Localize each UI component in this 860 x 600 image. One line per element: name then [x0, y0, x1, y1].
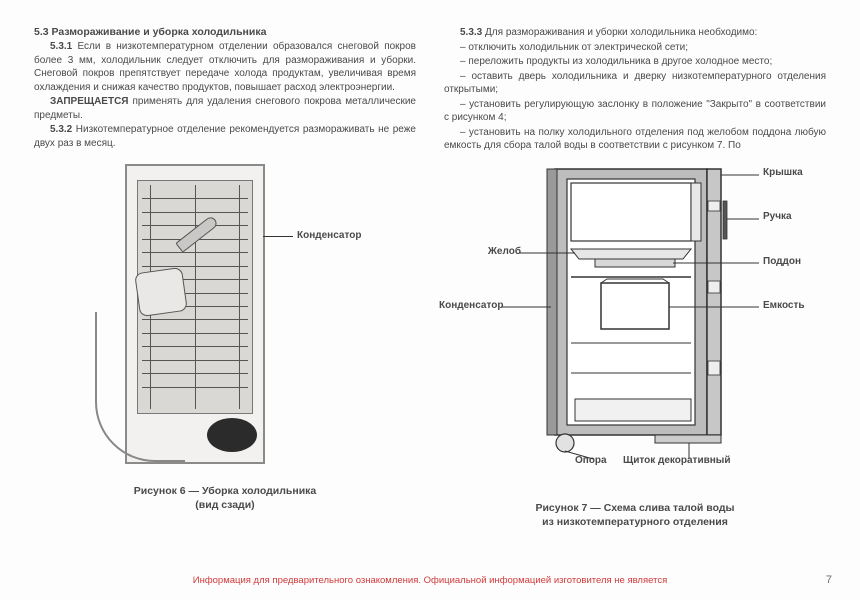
compressor-icon [207, 418, 257, 452]
fig7-label-support: Опора [575, 455, 607, 466]
footer-disclaimer: Информация для предварительного ознакомл… [0, 575, 860, 586]
figure-6: Конденсатор Рисунок 6 — Уборка холодильн… [34, 164, 416, 512]
para-forbidden: ЗАПРЕЩАЕТСЯ применять для удаления снего… [34, 95, 416, 122]
fig7-label-lid: Крышка [763, 167, 803, 178]
para-5-3-3: 5.3.3 Для размораживания и уборки холоди… [444, 26, 826, 40]
para-text: Если в низкотемпературном отделении обра… [34, 41, 416, 93]
fig7-label-shield: Щиток декоративный [623, 455, 730, 466]
para-prefix: ЗАПРЕЩАЕТСЯ [50, 96, 128, 107]
bullet-4: – установить регулирующую заслонку в пол… [444, 98, 826, 125]
figure-7-image: Крышка Ручка Поддон Емкость Желоб Конден… [445, 161, 825, 491]
bullet-2: – переложить продукты из холодильника в … [444, 55, 826, 69]
para-prefix: 5.3.2 [50, 124, 72, 135]
vacuum-body-icon [134, 267, 188, 317]
fig7-label-gutter: Желоб [481, 246, 521, 257]
para-prefix: 5.3.3 [460, 27, 482, 38]
para-5-3-1: 5.3.1 Если в низкотемпературном отделени… [34, 40, 416, 94]
fig7-label-tank: Емкость [763, 300, 805, 311]
fig7-label-tray: Поддон [763, 256, 801, 267]
figure-7-caption: Рисунок 7 — Схема слива талой воды из ни… [535, 501, 734, 529]
right-column: 5.3.3 Для размораживания и уборки холоди… [444, 26, 826, 529]
fig7-label-handle: Ручка [763, 211, 792, 222]
figure-6-caption: Рисунок 6 — Уборка холодильника (вид сза… [134, 484, 317, 512]
caption-line: Рисунок 6 — Уборка холодильника [134, 484, 317, 498]
bullet-5: – установить на полку холодильного отдел… [444, 126, 826, 153]
caption-line: (вид сзади) [134, 498, 317, 512]
page-number: 7 [826, 574, 832, 586]
left-column: 5.3 Размораживание и уборка холодильника… [34, 26, 416, 529]
figure-6-image: Конденсатор [85, 164, 365, 474]
caption-line: Рисунок 7 — Схема слива талой воды [535, 501, 734, 515]
para-text: Для размораживания и уборки холодильника… [482, 27, 757, 38]
para-text: Низкотемпературное отделение рекомендует… [34, 124, 416, 149]
bullet-3: – оставить дверь холодильника и дверку н… [444, 70, 826, 97]
bullet-1: – отключить холодильник от электрической… [444, 41, 826, 55]
para-prefix: 5.3.1 [50, 41, 72, 52]
para-5-3-2: 5.3.2 Низкотемпературное отделение реком… [34, 123, 416, 150]
fig6-label-condenser: Конденсатор [297, 230, 361, 241]
vacuum-hose-icon [95, 312, 185, 462]
section-heading: 5.3 Размораживание и уборка холодильника [34, 26, 416, 38]
caption-line: из низкотемпературного отделения [535, 515, 734, 529]
fig7-label-condenser: Конденсатор [439, 300, 503, 311]
figure-7: Крышка Ручка Поддон Емкость Желоб Конден… [444, 161, 826, 529]
